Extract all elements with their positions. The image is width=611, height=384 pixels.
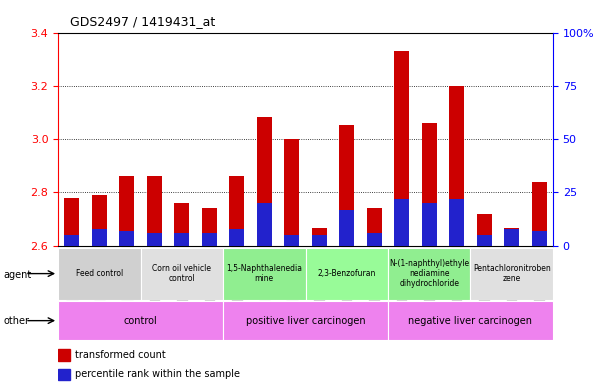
Bar	[92, 195, 107, 246]
Bar	[388, 301, 553, 340]
Bar	[257, 203, 272, 246]
Bar	[147, 233, 162, 246]
Text: 2,3-Benzofuran: 2,3-Benzofuran	[318, 269, 376, 278]
Bar	[367, 233, 382, 246]
Bar	[470, 248, 553, 300]
Bar	[58, 369, 70, 380]
Bar	[367, 209, 382, 246]
Bar	[202, 233, 217, 246]
Bar	[174, 233, 189, 246]
Text: other: other	[3, 316, 29, 326]
Text: Feed control: Feed control	[76, 269, 123, 278]
Bar	[257, 117, 272, 246]
Text: Pentachloronitroben
zene: Pentachloronitroben zene	[473, 264, 551, 283]
Bar	[284, 139, 299, 246]
Bar	[504, 229, 519, 246]
Bar	[312, 228, 327, 246]
Bar	[141, 248, 223, 300]
Bar	[312, 235, 327, 246]
Bar	[477, 235, 492, 246]
Bar	[64, 198, 79, 246]
Bar	[64, 235, 79, 246]
Bar	[532, 231, 547, 246]
Text: transformed count: transformed count	[75, 350, 166, 360]
Text: control: control	[123, 316, 158, 326]
Text: positive liver carcinogen: positive liver carcinogen	[246, 316, 365, 326]
Bar	[422, 123, 437, 246]
Bar	[284, 235, 299, 246]
Bar	[229, 177, 244, 246]
Text: GDS2497 / 1419431_at: GDS2497 / 1419431_at	[70, 15, 216, 28]
Bar	[449, 199, 464, 246]
Bar	[223, 301, 388, 340]
Text: 1,5-Naphthalenedia
mine: 1,5-Naphthalenedia mine	[226, 264, 302, 283]
Bar	[394, 51, 409, 246]
Bar	[532, 182, 547, 246]
Text: Corn oil vehicle
control: Corn oil vehicle control	[152, 264, 211, 283]
Bar	[306, 248, 388, 300]
Text: N-(1-naphthyl)ethyle
nediamine
dihydrochloride: N-(1-naphthyl)ethyle nediamine dihydroch…	[389, 259, 469, 288]
Text: negative liver carcinogen: negative liver carcinogen	[409, 316, 532, 326]
Bar	[119, 231, 134, 246]
Bar	[174, 203, 189, 246]
Text: percentile rank within the sample: percentile rank within the sample	[75, 369, 240, 379]
Bar	[223, 248, 306, 300]
Text: agent: agent	[3, 270, 31, 280]
Bar	[229, 229, 244, 246]
Bar	[504, 228, 519, 246]
Bar	[147, 177, 162, 246]
Bar	[58, 248, 141, 300]
Bar	[92, 229, 107, 246]
Bar	[58, 349, 70, 361]
Bar	[477, 214, 492, 246]
Bar	[449, 86, 464, 246]
Bar	[339, 124, 354, 246]
Bar	[202, 209, 217, 246]
Bar	[388, 248, 470, 300]
Bar	[422, 203, 437, 246]
Bar	[394, 199, 409, 246]
Bar	[339, 210, 354, 246]
Bar	[58, 301, 223, 340]
Bar	[119, 177, 134, 246]
